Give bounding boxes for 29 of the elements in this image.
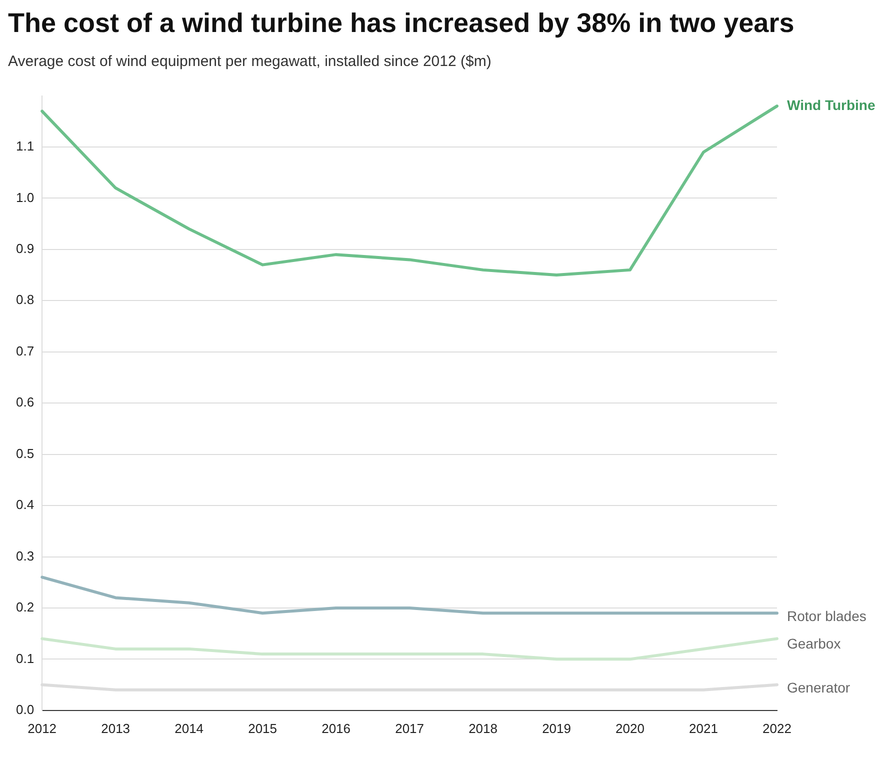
series-label: Generator — [787, 680, 850, 696]
y-tick-label: 0.0 — [16, 702, 34, 717]
x-tick-label: 2020 — [616, 720, 644, 736]
chart-title: The cost of a wind turbine has increased by 38% in two years — [8, 8, 796, 39]
y-tick-label: 0.8 — [16, 292, 34, 308]
x-tick-label: 2021 — [689, 720, 718, 736]
y-tick-label: 0.5 — [16, 446, 34, 461]
y-tick-label: 0.2 — [16, 600, 34, 615]
x-tick-label: 2014 — [174, 720, 204, 736]
x-tick-label: 2013 — [101, 720, 130, 736]
x-tick-label: 2019 — [542, 720, 571, 736]
x-tick-label: 2022 — [762, 720, 792, 736]
y-tick-label: 0.1 — [16, 650, 34, 666]
series-label: Rotor blades — [787, 608, 866, 624]
x-tick-label: 2017 — [395, 720, 424, 736]
x-tick-label: 2015 — [248, 720, 278, 736]
y-tick-label: 0.3 — [16, 548, 34, 564]
y-tick-label: 0.7 — [16, 343, 34, 358]
y-tick-label: 0.6 — [16, 394, 34, 410]
y-tick-label: 0.9 — [16, 241, 34, 256]
series-label: Gearbox — [787, 636, 841, 652]
x-tick-label: 2018 — [468, 720, 498, 736]
series-label: Wind Turbine — [787, 96, 876, 113]
y-tick-label: 0.4 — [16, 497, 34, 512]
y-tick-label: 1.0 — [16, 190, 34, 205]
chart-subtitle: Average cost of wind equipment per megawatt, installed since 2012 ($m) — [8, 53, 492, 70]
y-tick-label: 1.1 — [16, 138, 34, 154]
x-tick-label: 2016 — [322, 720, 351, 736]
x-tick-label: 2012 — [28, 720, 57, 736]
